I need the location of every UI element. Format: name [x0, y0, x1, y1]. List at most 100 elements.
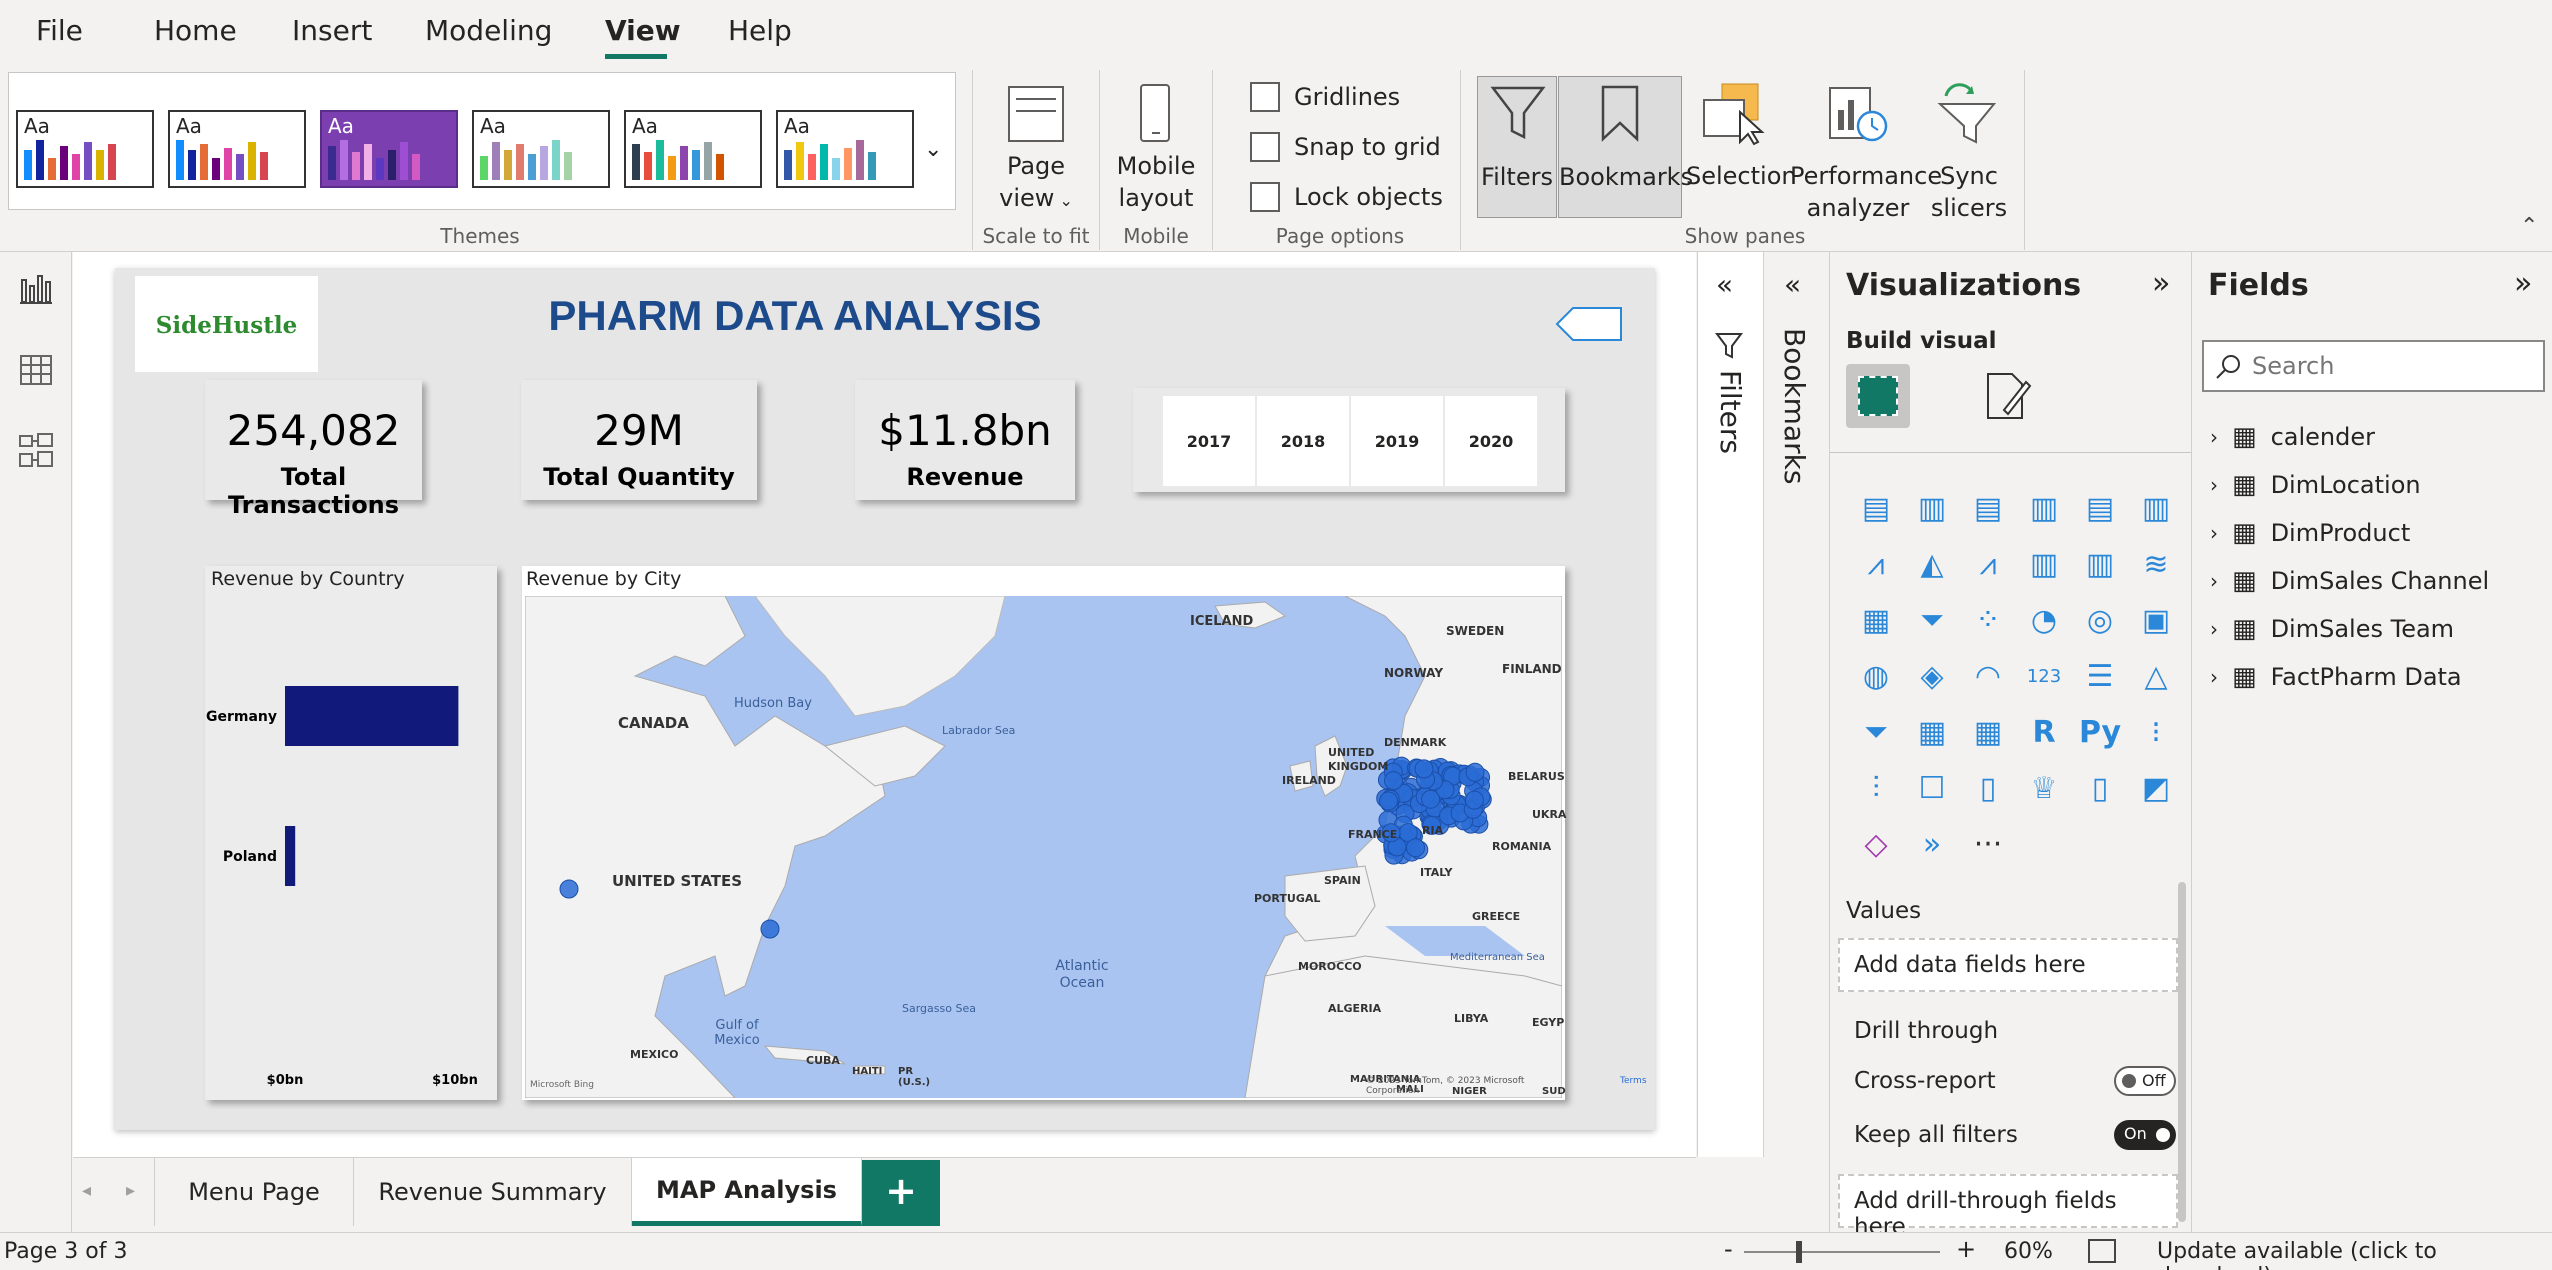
stacked-column-icon[interactable]: ▥: [1917, 490, 1947, 526]
collapse-visualizations-icon[interactable]: »: [2152, 266, 2171, 301]
city-bubble[interactable]: [1465, 762, 1485, 782]
field-table-factpharm-data[interactable]: › ▦ FactPharm Data: [2210, 662, 2462, 692]
snap-to-grid-checkbox[interactable]: Snap to grid: [1250, 132, 1441, 162]
field-table-dimproduct[interactable]: › ▦ DimProduct: [2210, 518, 2411, 548]
expand-bookmarks-icon[interactable]: «: [1784, 268, 1802, 301]
city-bubble[interactable]: [1379, 791, 1399, 811]
revenue-by-country-chart[interactable]: Revenue by Country Germany Poland $0bn $10b…: [205, 566, 497, 1100]
city-bubble[interactable]: [559, 879, 579, 899]
city-bubble[interactable]: [1414, 759, 1434, 779]
cross-report-toggle[interactable]: Off: [2114, 1066, 2176, 1096]
theme-1[interactable]: Aa: [16, 110, 154, 188]
city-bubble[interactable]: [760, 919, 780, 939]
themes-expand-icon[interactable]: ⌄: [924, 137, 943, 162]
zoom-slider-thumb[interactable]: [1796, 1241, 1802, 1263]
field-table-dimlocation[interactable]: › ▦ DimLocation: [2210, 470, 2421, 500]
map-icon[interactable]: ◍: [1862, 658, 1890, 694]
bar[interactable]: [285, 826, 296, 886]
python-visual-icon[interactable]: Py: [2078, 714, 2122, 750]
ribbon-chart-icon[interactable]: ≋: [2143, 546, 2169, 582]
menu-insert[interactable]: Insert: [292, 14, 373, 47]
search-input[interactable]: [2252, 350, 2532, 382]
clustered-column-icon[interactable]: ▥: [2029, 490, 2059, 526]
line-stacked-column-icon[interactable]: ▥: [2085, 546, 2115, 582]
more-visuals-icon[interactable]: ···: [1973, 826, 2003, 862]
tag-shape-icon[interactable]: [1555, 304, 1625, 344]
theme-2[interactable]: Aa: [168, 110, 306, 188]
100-stacked-bar-icon[interactable]: ▤: [2085, 490, 2115, 526]
page-tab-map-analysis[interactable]: MAP Analysis: [632, 1158, 862, 1226]
kpi-icon[interactable]: △: [2144, 658, 2168, 694]
scatter-icon[interactable]: ⁘: [1975, 602, 2001, 638]
fit-to-page-icon[interactable]: [2088, 1239, 2116, 1263]
field-table-dimsales-team[interactable]: › ▦ DimSales Team: [2210, 614, 2455, 644]
power-automate-icon[interactable]: »: [1922, 826, 1942, 862]
waterfall-icon[interactable]: ▦: [1861, 602, 1891, 638]
add-page-button[interactable]: +: [862, 1160, 940, 1226]
city-bubble[interactable]: [1384, 771, 1404, 791]
year-2018-button[interactable]: 2018: [1257, 396, 1349, 486]
azure-map-icon[interactable]: ◩: [2141, 770, 2171, 806]
funnel-icon[interactable]: ⏷: [1920, 602, 1944, 638]
multi-row-card-icon[interactable]: ☰: [2086, 658, 2114, 694]
year-2017-button[interactable]: 2017: [1163, 396, 1255, 486]
zoom-slider-track[interactable]: [1744, 1251, 1940, 1253]
decomposition-tree-icon[interactable]: ⫶: [1872, 770, 1880, 806]
city-bubble[interactable]: [1421, 789, 1441, 809]
expand-filters-icon[interactable]: «: [1716, 268, 1734, 301]
theme-5[interactable]: Aa: [624, 110, 762, 188]
filled-map-icon[interactable]: ◈: [1920, 658, 1944, 694]
field-table-dimsales-channel[interactable]: › ▦ DimSales Channel: [2210, 566, 2490, 596]
mobile-layout-button[interactable]: Mobile layout: [1116, 152, 1196, 212]
smart-narrative-icon[interactable]: ▯: [1979, 770, 1997, 806]
bookmarks-pane[interactable]: « Bookmarks: [1763, 252, 1829, 1157]
city-bubble[interactable]: [1381, 823, 1401, 843]
fields-search-box[interactable]: [2202, 340, 2545, 392]
model-view-icon[interactable]: [18, 432, 54, 468]
revenue-card[interactable]: $11.8bn Revenue: [855, 380, 1075, 500]
field-table-calender[interactable]: › ▦ calender: [2210, 422, 2375, 452]
values-drop-zone[interactable]: Add data fields here: [1838, 938, 2178, 992]
sync-slicers-button[interactable]: Sync slicers: [1926, 76, 2012, 222]
menu-file[interactable]: File: [36, 14, 83, 47]
menu-help[interactable]: Help: [728, 14, 792, 47]
revenue-by-city-map[interactable]: Revenue by City: [522, 566, 1647, 1100]
gauge-icon[interactable]: ◠: [1974, 658, 2002, 694]
year-2020-button[interactable]: 2020: [1445, 396, 1537, 486]
year-2019-button[interactable]: 2019: [1351, 396, 1443, 486]
lock-objects-checkbox[interactable]: Lock objects: [1250, 182, 1443, 212]
treemap-icon[interactable]: ▣: [2141, 602, 2171, 638]
total-quantity-card[interactable]: 29M Total Quantity: [521, 380, 757, 500]
zoom-out-button[interactable]: -: [1724, 1235, 1733, 1263]
stacked-bar-icon[interactable]: ▤: [1861, 490, 1891, 526]
data-view-icon[interactable]: [18, 352, 54, 388]
area-chart-icon[interactable]: ◭: [1920, 546, 1944, 582]
total-transactions-card[interactable]: 254,082 Total Transactions: [205, 380, 422, 519]
filters-pane[interactable]: « Filters: [1697, 252, 1763, 1157]
bar[interactable]: [285, 686, 459, 746]
drill-through-drop-zone[interactable]: Add drill-through fields here: [1838, 1174, 2178, 1240]
keep-all-filters-toggle[interactable]: On: [2114, 1120, 2176, 1150]
r-visual-icon[interactable]: R: [2032, 714, 2056, 750]
page-tab-revenue-summary[interactable]: Revenue Summary: [354, 1158, 632, 1226]
card-icon[interactable]: 123: [2026, 665, 2062, 687]
matrix-icon[interactable]: ▦: [1973, 714, 2003, 750]
power-apps-icon[interactable]: ◇: [1864, 826, 1888, 862]
table-icon[interactable]: ▦: [1917, 714, 1947, 750]
format-visual-icon[interactable]: [1982, 368, 2032, 424]
key-influencers-icon[interactable]: ⁝: [2151, 714, 2161, 750]
collapse-ribbon-icon[interactable]: ⌃: [2520, 214, 2539, 239]
performance-analyzer-button[interactable]: Performance analyzer: [1790, 76, 1942, 222]
line-chart-icon[interactable]: ⩘: [1867, 546, 1885, 582]
city-bubble[interactable]: [1422, 815, 1442, 835]
selection-button[interactable]: Selection: [1686, 76, 1797, 218]
collapse-fields-icon[interactable]: »: [2514, 266, 2533, 301]
build-visual-tab[interactable]: [1846, 364, 1910, 428]
gridlines-checkbox[interactable]: Gridlines: [1250, 82, 1400, 112]
donut-chart-icon[interactable]: ◎: [2086, 602, 2114, 638]
bookmarks-button[interactable]: Bookmarks: [1558, 76, 1693, 218]
metrics-icon[interactable]: ♕: [2030, 770, 2058, 806]
slicer-icon[interactable]: ⏷: [1864, 714, 1888, 750]
next-page-icon[interactable]: ▸: [126, 1180, 136, 1201]
zoom-in-button[interactable]: +: [1956, 1235, 1977, 1263]
